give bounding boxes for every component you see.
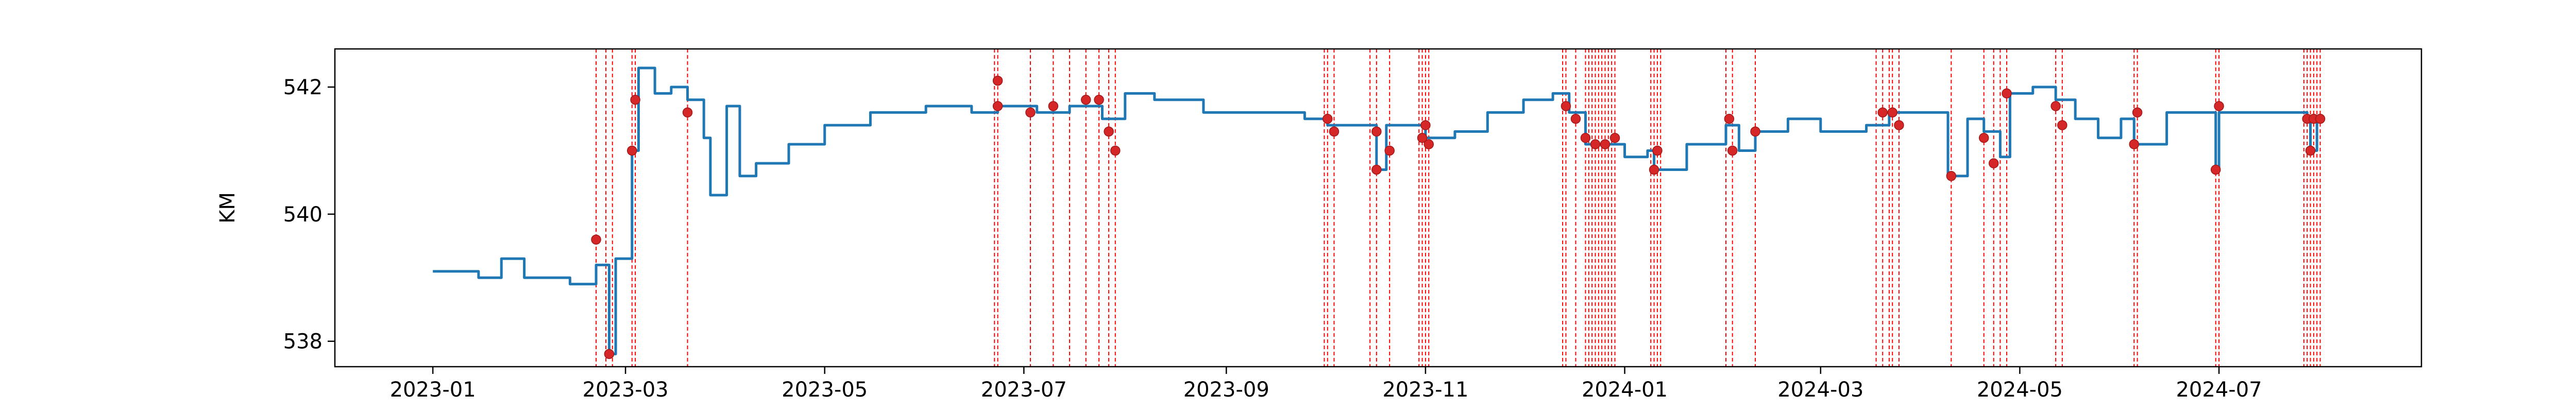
event-marker xyxy=(1371,164,1382,175)
event-marker xyxy=(1988,158,1999,168)
event-marker xyxy=(1590,139,1601,149)
event-marker xyxy=(1600,139,1611,149)
event-marker xyxy=(604,349,615,359)
y-axis-label: KM xyxy=(216,192,240,224)
event-marker xyxy=(1080,94,1091,105)
event-marker xyxy=(1371,126,1382,137)
y-tick-label: 540 xyxy=(283,203,323,227)
x-tick-label: 2023-01 xyxy=(390,378,476,402)
event-marker xyxy=(1887,107,1897,118)
event-marker xyxy=(1420,120,1431,130)
event-marker xyxy=(1580,133,1591,143)
event-marker xyxy=(1727,145,1738,156)
event-marker xyxy=(1877,107,1888,118)
event-marker xyxy=(1417,133,1428,143)
x-tick-label: 2024-07 xyxy=(2176,378,2262,402)
event-marker xyxy=(1323,113,1333,124)
event-markers xyxy=(591,75,2326,359)
event-marker xyxy=(591,234,601,245)
x-tick-label: 2024-05 xyxy=(1977,378,2063,402)
event-marker xyxy=(1570,113,1581,124)
event-marker xyxy=(2050,101,2061,111)
y-axis: 538 540 542 xyxy=(283,76,335,354)
event-vlines xyxy=(596,49,2321,367)
event-marker xyxy=(1025,107,1036,118)
x-tick-label: 2023-09 xyxy=(1183,378,1269,402)
y-tick-label: 542 xyxy=(283,76,323,99)
event-marker xyxy=(2002,88,2012,99)
x-tick-label: 2023-07 xyxy=(981,378,1067,402)
x-axis: 2023-01 2023-03 2023-05 2023-07 2023-09 2023-… xyxy=(390,367,2262,402)
x-tick-label: 2023-11 xyxy=(1382,378,1468,402)
event-marker xyxy=(1649,164,1659,175)
series-line xyxy=(433,66,2318,355)
event-marker xyxy=(2210,164,2221,175)
event-marker xyxy=(1561,101,1571,111)
event-marker xyxy=(1652,145,1663,156)
event-marker xyxy=(1104,126,1114,137)
y-tick-label: 538 xyxy=(283,330,323,354)
event-marker xyxy=(1750,126,1760,137)
event-marker xyxy=(1609,133,1620,143)
event-marker xyxy=(992,75,1003,86)
event-marker xyxy=(2129,139,2140,149)
event-marker xyxy=(2305,145,2316,156)
event-marker xyxy=(1384,145,1395,156)
event-marker xyxy=(2132,107,2143,118)
event-marker xyxy=(1094,94,1104,105)
event-marker xyxy=(1724,113,1735,124)
event-marker xyxy=(630,94,640,105)
event-marker xyxy=(1423,139,1434,149)
event-marker xyxy=(1946,171,1957,181)
event-marker xyxy=(2315,113,2326,124)
event-marker xyxy=(2214,101,2224,111)
plot-area-frame xyxy=(334,48,2422,368)
event-marker xyxy=(627,145,637,156)
event-marker xyxy=(1329,126,1340,137)
x-tick-label: 2023-05 xyxy=(782,378,868,402)
series-group xyxy=(433,66,2318,355)
event-marker xyxy=(682,107,693,118)
event-marker xyxy=(1978,133,1989,143)
event-marker xyxy=(1048,101,1059,111)
event-marker xyxy=(2057,120,2067,130)
x-tick-label: 2024-03 xyxy=(1777,378,1863,402)
event-marker xyxy=(992,101,1003,111)
x-tick-label: 2024-01 xyxy=(1582,378,1668,402)
event-marker xyxy=(1894,120,1904,130)
event-marker xyxy=(1110,145,1121,156)
x-tick-label: 2023-03 xyxy=(583,378,669,402)
